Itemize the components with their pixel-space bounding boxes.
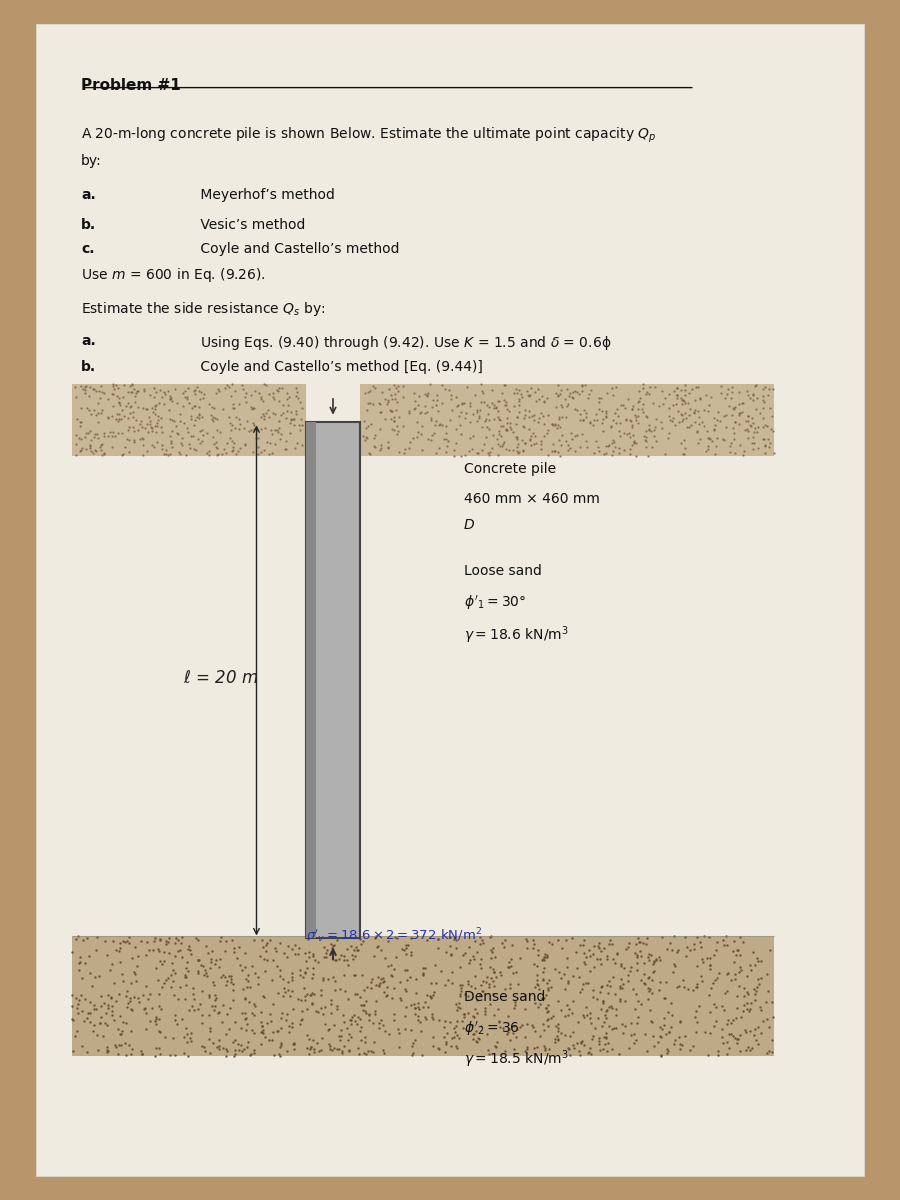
Text: A 20-m-long concrete pile is shown Below. Estimate the ultimate point capacity $: A 20-m-long concrete pile is shown Below… xyxy=(81,126,656,145)
Text: Concrete pile: Concrete pile xyxy=(464,462,555,476)
Text: $\gamma = 18.6\ \mathrm{kN/m^3}$: $\gamma = 18.6\ \mathrm{kN/m^3}$ xyxy=(464,624,568,646)
Text: Use $m$ = 600 in Eq. (9.26).: Use $m$ = 600 in Eq. (9.26). xyxy=(81,266,266,284)
Text: a.: a. xyxy=(81,334,95,348)
Text: Coyle and Castello’s method: Coyle and Castello’s method xyxy=(196,242,400,257)
Text: c.: c. xyxy=(81,242,94,257)
Text: $\phi'_1 = 30°$: $\phi'_1 = 30°$ xyxy=(464,594,526,612)
Text: Dense sand: Dense sand xyxy=(464,990,544,1004)
Text: Meyerhof’s method: Meyerhof’s method xyxy=(196,188,335,203)
Text: Coyle and Castello’s method [Eq. (9.44)]: Coyle and Castello’s method [Eq. (9.44)] xyxy=(196,360,483,374)
Text: by:: by: xyxy=(81,154,102,168)
Text: $\gamma = 18.5\ \mathrm{kN/m^3}$: $\gamma = 18.5\ \mathrm{kN/m^3}$ xyxy=(464,1049,568,1070)
Text: $\ell$ = 20 m: $\ell$ = 20 m xyxy=(183,670,258,686)
Text: Loose sand: Loose sand xyxy=(464,564,542,578)
Bar xyxy=(306,422,360,938)
Text: Using Eqs. (9.40) through (9.42). Use $K$ = 1.5 and $\delta$ = 0.6ϕ: Using Eqs. (9.40) through (9.42). Use $K… xyxy=(196,334,612,352)
Text: Estimate the side resistance $Q_s$ by:: Estimate the side resistance $Q_s$ by: xyxy=(81,300,326,318)
Bar xyxy=(306,422,316,938)
Text: Problem #1: Problem #1 xyxy=(81,78,181,92)
Bar xyxy=(72,936,774,1056)
Text: a.: a. xyxy=(81,188,95,203)
Text: 460 mm × 460 mm: 460 mm × 460 mm xyxy=(464,492,599,506)
Text: b.: b. xyxy=(81,360,96,374)
Bar xyxy=(72,384,306,456)
Text: $\sigma'_v = 18.6 \times 2 = 372\ \mathrm{kN/m^2}$: $\sigma'_v = 18.6 \times 2 = 372\ \mathr… xyxy=(306,926,482,946)
Text: D: D xyxy=(464,518,474,533)
Text: $\phi'_2 = 36$: $\phi'_2 = 36$ xyxy=(464,1020,519,1038)
Text: Vesic’s method: Vesic’s method xyxy=(196,218,306,233)
Bar xyxy=(360,384,774,456)
Text: b.: b. xyxy=(81,218,96,233)
